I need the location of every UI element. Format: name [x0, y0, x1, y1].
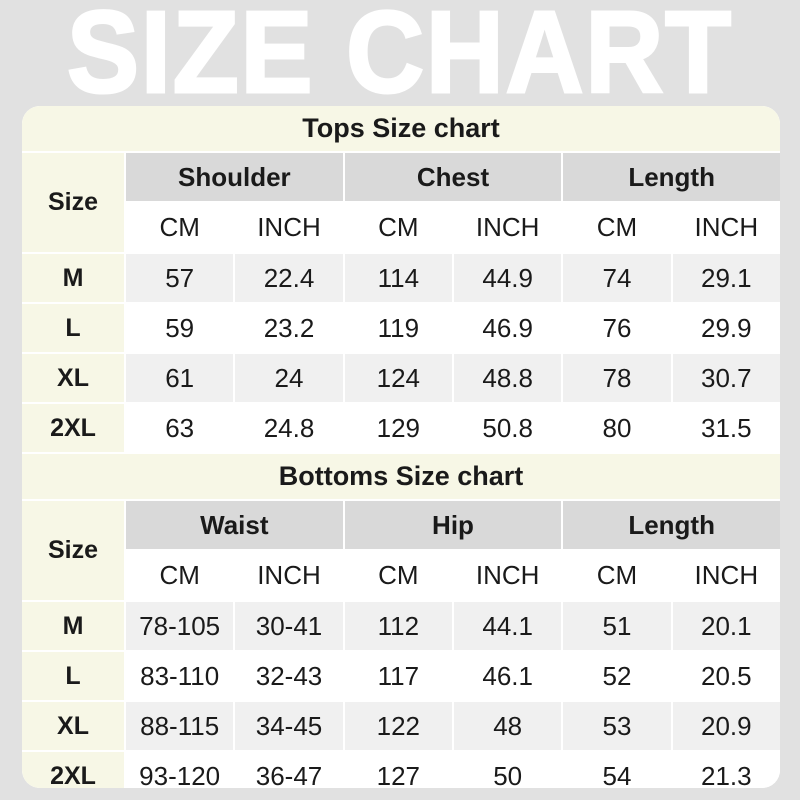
table-cell: 22.4: [235, 254, 343, 302]
table-cell: 54: [563, 752, 671, 788]
table-cell: 50: [454, 752, 562, 788]
table-cell: 114: [344, 254, 452, 302]
size-label: L: [22, 652, 124, 700]
tops-size-table: Tops Size chart Size Shoulder Chest Length CM…: [22, 106, 780, 452]
table-cell: 29.1: [672, 254, 780, 302]
table-cell: 20.1: [672, 602, 780, 650]
unit-header: CM: [126, 551, 234, 600]
table-cell: 78: [563, 354, 671, 402]
size-chart-card: Tops Size chart Size Shoulder Chest Length CM…: [22, 106, 780, 788]
unit-header: CM: [563, 551, 671, 600]
page-title: SIZE CHART: [66, 0, 733, 117]
unit-header: CM: [344, 551, 452, 600]
group-header: Chest: [344, 153, 562, 201]
table-cell: 31.5: [672, 404, 780, 452]
unit-header: INCH: [454, 551, 562, 600]
table-cell: 36-47: [235, 752, 343, 788]
table-cell: 122: [344, 702, 452, 750]
table-cell: 29.9: [672, 304, 780, 352]
table-cell: 30-41: [235, 602, 343, 650]
group-header: Length: [563, 153, 780, 201]
table-cell: 63: [126, 404, 234, 452]
size-label: 2XL: [22, 404, 124, 452]
unit-header: INCH: [672, 551, 780, 600]
group-header: Hip: [344, 501, 562, 549]
table-title: Tops Size chart: [22, 106, 780, 151]
table-cell: 119: [344, 304, 452, 352]
table-cell: 124: [344, 354, 452, 402]
table-cell: 76: [563, 304, 671, 352]
size-label: 2XL: [22, 752, 124, 788]
table-cell: 59: [126, 304, 234, 352]
table-cell: 83-110: [126, 652, 234, 700]
size-label: XL: [22, 702, 124, 750]
table-title: Bottoms Size chart: [22, 454, 780, 499]
table-cell: 78-105: [126, 602, 234, 650]
table-cell: 44.9: [454, 254, 562, 302]
size-label: M: [22, 602, 124, 650]
size-label: M: [22, 254, 124, 302]
table-cell: 74: [563, 254, 671, 302]
bottoms-size-table: Bottoms Size chart Size Waist Hip Length CM IN…: [22, 454, 780, 788]
table-cell: 93-120: [126, 752, 234, 788]
group-header: Shoulder: [126, 153, 343, 201]
group-header: Length: [563, 501, 780, 549]
table-cell: 129: [344, 404, 452, 452]
table-cell: 23.2: [235, 304, 343, 352]
unit-header: INCH: [235, 551, 343, 600]
table-cell: 51: [563, 602, 671, 650]
table-cell: 61: [126, 354, 234, 402]
table-cell: 21.3: [672, 752, 780, 788]
group-header: Waist: [126, 501, 343, 549]
unit-header: CM: [344, 203, 452, 252]
table-cell: 112: [344, 602, 452, 650]
unit-header: INCH: [672, 203, 780, 252]
table-cell: 20.5: [672, 652, 780, 700]
table-cell: 48: [454, 702, 562, 750]
unit-header: INCH: [454, 203, 562, 252]
table-cell: 57: [126, 254, 234, 302]
table-cell: 88-115: [126, 702, 234, 750]
unit-header: CM: [126, 203, 234, 252]
size-label: XL: [22, 354, 124, 402]
table-cell: 53: [563, 702, 671, 750]
table-cell: 80: [563, 404, 671, 452]
unit-header: CM: [563, 203, 671, 252]
table-cell: 46.1: [454, 652, 562, 700]
table-cell: 48.8: [454, 354, 562, 402]
table-cell: 24.8: [235, 404, 343, 452]
table-cell: 34-45: [235, 702, 343, 750]
table-cell: 32-43: [235, 652, 343, 700]
size-label: L: [22, 304, 124, 352]
unit-header: INCH: [235, 203, 343, 252]
size-column-header: Size: [22, 501, 124, 600]
table-cell: 117: [344, 652, 452, 700]
table-cell: 50.8: [454, 404, 562, 452]
table-cell: 127: [344, 752, 452, 788]
table-cell: 24: [235, 354, 343, 402]
table-cell: 30.7: [672, 354, 780, 402]
table-cell: 20.9: [672, 702, 780, 750]
table-cell: 52: [563, 652, 671, 700]
size-column-header: Size: [22, 153, 124, 252]
table-cell: 46.9: [454, 304, 562, 352]
table-cell: 44.1: [454, 602, 562, 650]
